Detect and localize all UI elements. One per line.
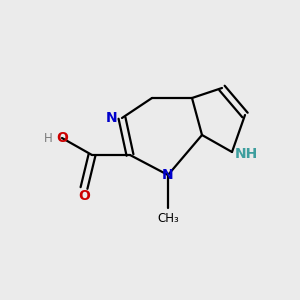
Text: O: O xyxy=(78,189,90,203)
Text: H: H xyxy=(44,131,52,145)
Text: O: O xyxy=(56,131,68,145)
Text: CH₃: CH₃ xyxy=(157,212,179,224)
Text: N: N xyxy=(162,168,174,182)
Text: NH: NH xyxy=(234,147,258,161)
Text: N: N xyxy=(106,111,118,125)
